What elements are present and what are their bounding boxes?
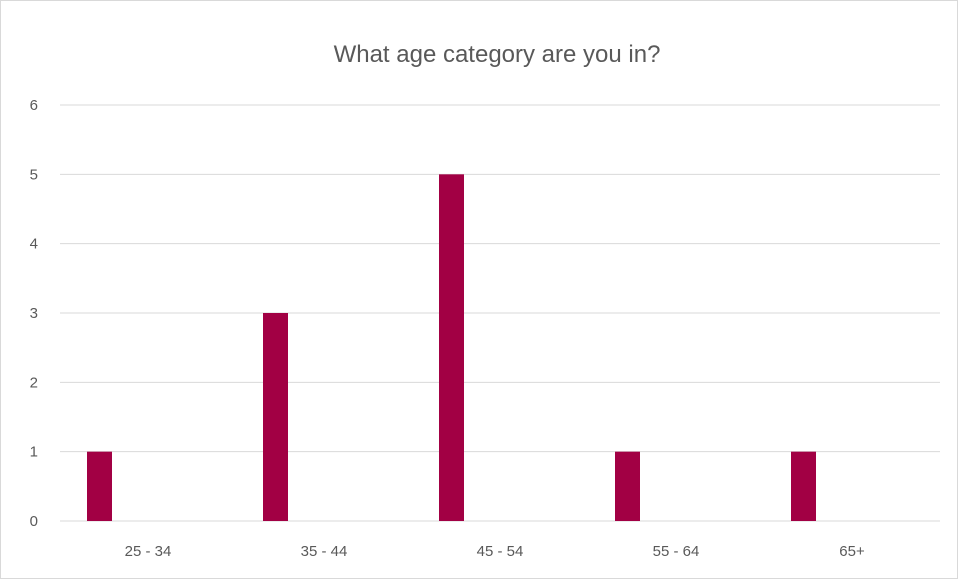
bar-1 bbox=[263, 313, 288, 521]
bar-4 bbox=[791, 451, 816, 521]
y-tick-label: 1 bbox=[30, 444, 38, 461]
y-tick-label: 2 bbox=[30, 374, 38, 391]
y-axis-ticks: 0 1 2 3 4 5 6 bbox=[30, 97, 38, 530]
y-tick-label: 6 bbox=[30, 97, 38, 114]
bar-0 bbox=[87, 451, 112, 521]
x-tick-label: 55 - 64 bbox=[653, 543, 700, 560]
chart-title: What age category are you in? bbox=[334, 41, 661, 68]
x-tick-label: 35 - 44 bbox=[301, 543, 348, 560]
x-axis-ticks: 25 - 34 35 - 44 45 - 54 55 - 64 65+ bbox=[125, 543, 865, 560]
bars bbox=[87, 174, 816, 522]
bar-3 bbox=[615, 451, 640, 521]
x-tick-label: 65+ bbox=[839, 543, 865, 560]
bar-2 bbox=[439, 174, 464, 522]
y-tick-label: 3 bbox=[30, 305, 38, 322]
y-tick-label: 5 bbox=[30, 166, 38, 183]
x-tick-label: 45 - 54 bbox=[477, 543, 524, 560]
y-tick-label: 0 bbox=[30, 513, 38, 530]
y-tick-label: 4 bbox=[30, 236, 38, 253]
x-tick-label: 25 - 34 bbox=[125, 543, 172, 560]
